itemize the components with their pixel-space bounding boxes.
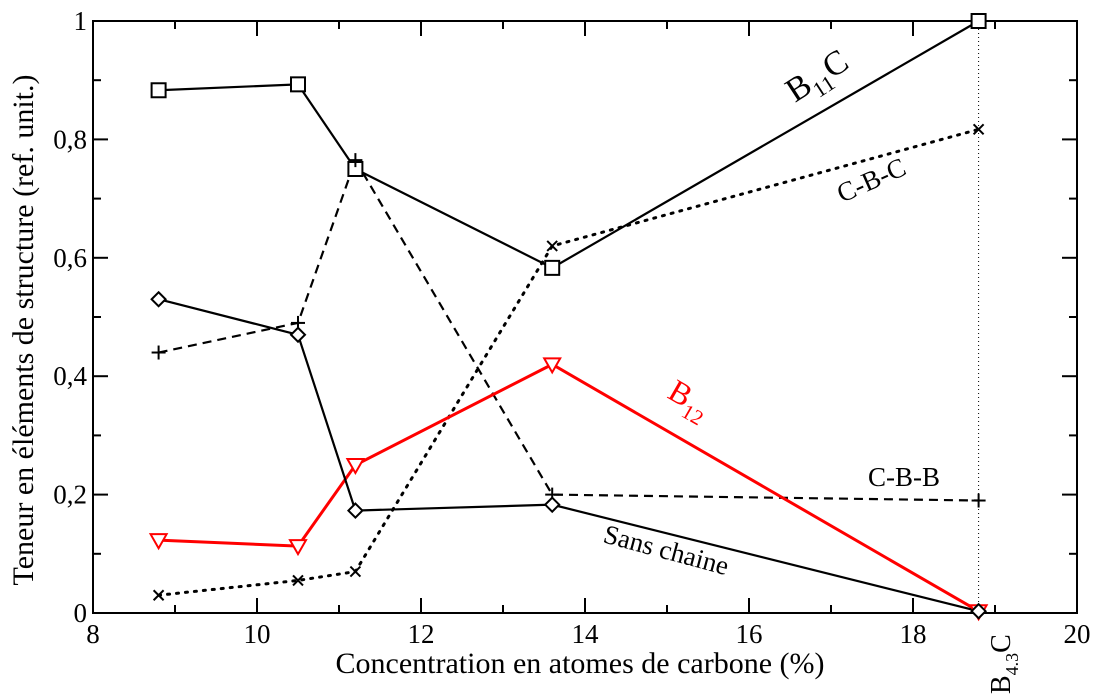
point-c-b-b bbox=[348, 153, 363, 168]
point-c-b-b bbox=[971, 493, 986, 508]
y-tick-label: 0,6 bbox=[53, 243, 87, 273]
point-c-b-c bbox=[349, 565, 362, 578]
annotation-b43c-base: B bbox=[986, 675, 1017, 694]
point-c-b-c bbox=[292, 574, 304, 587]
plot-border bbox=[92, 20, 1078, 614]
y-tick-labels: 0 0,2 0,4 0,6 0,8 1 bbox=[53, 6, 87, 628]
point-sans-chaine bbox=[150, 290, 168, 308]
x-tick-label: 20 bbox=[1064, 619, 1091, 649]
point-b11c bbox=[970, 13, 987, 29]
annotation-b43c: B4.3C bbox=[986, 634, 1022, 694]
point-b11c bbox=[150, 82, 167, 99]
point-c-b-c bbox=[972, 123, 985, 136]
y-tick-label: 0,2 bbox=[53, 480, 87, 510]
y-tick-label: 0 bbox=[74, 598, 88, 628]
point-c-b-c bbox=[152, 589, 165, 601]
axis-ticks bbox=[92, 20, 1078, 614]
point-sans-chaine bbox=[543, 496, 561, 514]
annotation-b11c: B11C bbox=[779, 42, 858, 114]
annotation-sans-chaine: Sans chaine bbox=[600, 519, 732, 581]
point-b12 bbox=[345, 458, 366, 476]
series-line-b12 bbox=[158, 362, 980, 613]
series-line-sans-chaine bbox=[158, 298, 979, 613]
y-axis-label: Teneur en éléments de structure (ref. un… bbox=[7, 74, 40, 585]
plot-frame bbox=[92, 20, 1078, 614]
point-b12 bbox=[288, 539, 308, 557]
x-tick-label: 8 bbox=[86, 619, 100, 649]
annotation-b43c-sub: 4.3 bbox=[1002, 653, 1022, 676]
point-b11c bbox=[290, 76, 306, 93]
series-markers bbox=[148, 13, 989, 622]
y-tick-label: 0,8 bbox=[53, 124, 87, 154]
y-tick-label: 1 bbox=[74, 6, 88, 36]
point-sans-chaine bbox=[346, 502, 364, 519]
annotation-cbb: C-B-B bbox=[868, 462, 940, 492]
x-tick-label: 18 bbox=[900, 619, 927, 649]
x-tick-label: 14 bbox=[572, 619, 600, 649]
annotation-b12: B12 bbox=[659, 372, 717, 430]
svg-text:B4.3C: B4.3C bbox=[986, 634, 1022, 694]
x-tick-labels: 8 10 12 14 16 18 20 bbox=[86, 619, 1090, 649]
point-sans-chaine bbox=[289, 326, 307, 344]
series-line-b11c bbox=[158, 20, 980, 270]
x-tick-label: 10 bbox=[244, 619, 271, 649]
annotation-b43c-tail: C bbox=[986, 634, 1017, 653]
point-c-b-c bbox=[546, 240, 558, 252]
y-tick-label: 0,4 bbox=[53, 361, 87, 391]
x-axis-label: Concentration en atomes de carbone (%) bbox=[336, 647, 825, 680]
series-lines bbox=[157, 20, 981, 613]
x-tick-label: 12 bbox=[408, 619, 435, 649]
point-b12 bbox=[148, 533, 169, 551]
x-tick-label: 16 bbox=[736, 619, 763, 649]
svg-text:B11C: B11C bbox=[779, 42, 858, 114]
svg-text:B12: B12 bbox=[659, 372, 717, 430]
point-b12 bbox=[542, 357, 562, 375]
point-c-b-b bbox=[151, 345, 166, 360]
annotation-cbc: C-B-C bbox=[832, 152, 910, 209]
point-sans-chaine bbox=[970, 602, 988, 620]
point-b11c bbox=[544, 259, 561, 276]
